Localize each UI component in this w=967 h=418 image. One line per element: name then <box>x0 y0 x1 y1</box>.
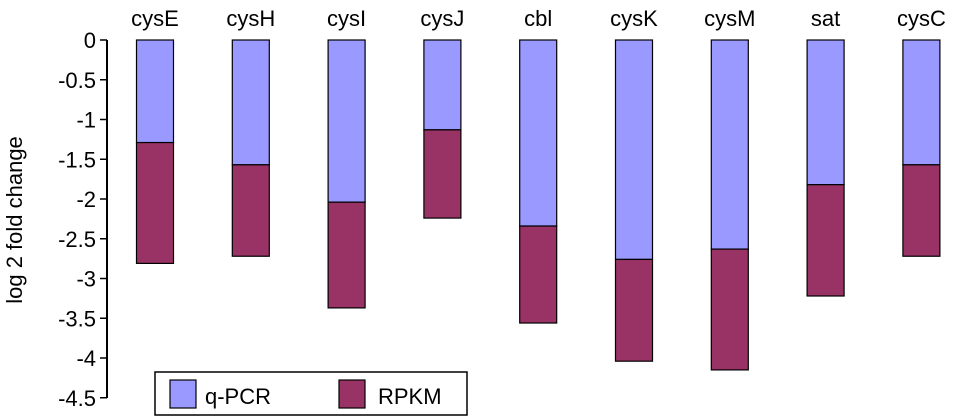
y-tick-label: -0.5 <box>58 68 96 93</box>
bar-q-pcr-cbl <box>519 39 558 227</box>
bar-rpkm-cysM <box>710 248 749 371</box>
bar-rpkm-cysI <box>327 201 366 309</box>
bar-rpkm-cysE <box>135 141 175 264</box>
bar-q-pcr-cysC <box>902 39 941 166</box>
bar-q-pcr-cysK <box>614 39 654 261</box>
y-axis-label: log 2 fold change <box>2 136 27 304</box>
bar-q-pcr-cysH <box>231 39 270 166</box>
y-tick-label: -2 <box>76 187 96 212</box>
bar-q-pcr-cysI <box>327 39 366 203</box>
bar-q-pcr-cysJ <box>423 39 462 131</box>
x-category-label: cysM <box>704 6 755 31</box>
y-tick-label: -2.5 <box>58 227 96 252</box>
y-tick-label: -4 <box>76 346 96 371</box>
y-tick-label: -3 <box>76 267 96 292</box>
legend-swatch-rpkm <box>338 379 366 409</box>
bar-rpkm-cysK <box>614 258 654 362</box>
x-category-label: cbl <box>524 6 552 31</box>
x-category-label: cysJ <box>420 6 464 31</box>
x-category-label: cysE <box>131 6 179 31</box>
x-category-label: cysH <box>226 6 275 31</box>
bar-rpkm-cysJ <box>423 129 462 219</box>
y-tick-label: -1 <box>76 108 96 133</box>
x-category-label: sat <box>811 6 840 31</box>
bar-rpkm-cysH <box>231 164 270 257</box>
legend-swatch-q-pcr <box>169 379 197 409</box>
bar-rpkm-cbl <box>519 225 558 324</box>
x-category-label: cysK <box>610 6 658 31</box>
legend: q-PCR RPKM <box>154 371 468 416</box>
y-tick-label: -1.5 <box>58 147 96 172</box>
y-tick-label: 0 <box>84 28 96 53</box>
legend-label-q-pcr: q-PCR <box>205 384 271 409</box>
bar-q-pcr-cysM <box>710 39 749 250</box>
x-category-label: cysC <box>897 6 946 31</box>
x-category-label: cysI <box>327 6 366 31</box>
bar-rpkm-cysC <box>902 164 941 257</box>
bar-q-pcr-cysE <box>135 39 175 144</box>
bar-q-pcr-sat <box>806 39 845 186</box>
legend-label-rpkm: RPKM <box>378 384 442 409</box>
y-tick-label: -3.5 <box>58 306 96 331</box>
legend-box <box>154 371 468 416</box>
y-tick-label: -4.5 <box>58 386 96 411</box>
bar-rpkm-sat <box>806 184 845 297</box>
